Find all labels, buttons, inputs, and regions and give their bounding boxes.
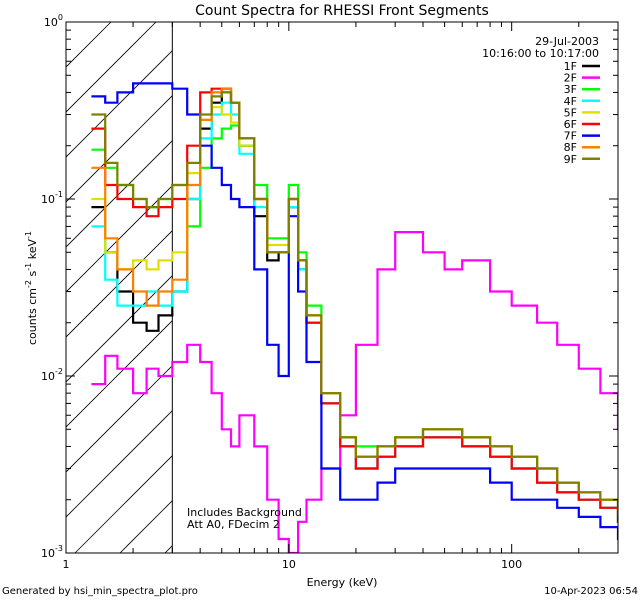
legend-label-7f: 7F (564, 130, 577, 143)
y-tick-label: 10-1 (41, 190, 63, 206)
series-line-9f (91, 91, 618, 514)
hatch-line (66, 365, 173, 473)
y-axis-label-part: counts cm (26, 288, 39, 345)
y-axis-label-part: keV (26, 239, 39, 263)
legend-label-1f: 1F (564, 60, 577, 73)
legend-label-9f: 9F (564, 153, 577, 166)
legend-label-3f: 3F (564, 83, 577, 96)
footer-generated-by: Generated by hsi_min_spectra_plot.pro (2, 586, 198, 597)
axis-tick-labels: 1 10 100 100 10-1 10-2 10-3 (41, 13, 522, 571)
hatch-line (66, 275, 173, 383)
info-time-range: 10:16:00 to 10:17:00 (482, 47, 599, 60)
legend-label-8f: 8F (564, 141, 577, 154)
hatch-line (66, 410, 173, 518)
y-tick-label: 100 (44, 13, 63, 29)
y-axis-label-exp: -1 (24, 263, 33, 271)
x-tick-label: 100 (501, 558, 522, 571)
y-tick-label: 10-3 (41, 544, 63, 560)
y-axis-label-exp: -1 (24, 231, 33, 239)
hatch-line (66, 230, 173, 338)
chart-title: Count Spectra for RHESSI Front Segments (195, 3, 489, 19)
hatch-line (66, 22, 157, 113)
x-tick-label: 1 (63, 558, 70, 571)
footer-timestamp: 10-Apr-2023 06:54 (544, 586, 638, 597)
info-date: 29-Jul-2003 (535, 35, 599, 48)
hatch-line (66, 185, 173, 293)
legend-label-2f: 2F (564, 72, 577, 85)
annotation-attenuator: Att A0, FDecim 2 (187, 518, 280, 531)
plot-frame (65, 21, 619, 554)
axis-ticks (65, 21, 619, 554)
x-axis-label: Energy (keV) (307, 576, 378, 589)
legend-label-4f: 4F (564, 95, 577, 108)
legend-label-6f: 6F (564, 118, 577, 131)
hatched-excluded-region (66, 22, 173, 553)
y-tick-label: 10-2 (41, 367, 63, 383)
hatch-line (66, 95, 173, 203)
hatch-line (66, 50, 173, 158)
x-tick-label: 10 (282, 558, 296, 571)
y-axis-label-part: s (26, 270, 39, 279)
series-layer (91, 82, 618, 553)
annotation-background: Includes Background (187, 506, 302, 519)
y-axis-label: counts cm-2 s-1 keV-1 (24, 231, 39, 345)
legend-label-5f: 5F (564, 106, 577, 119)
y-axis-label-exp: -2 (24, 280, 33, 288)
series-line-2f (91, 231, 618, 553)
hatch-line (74, 455, 173, 553)
